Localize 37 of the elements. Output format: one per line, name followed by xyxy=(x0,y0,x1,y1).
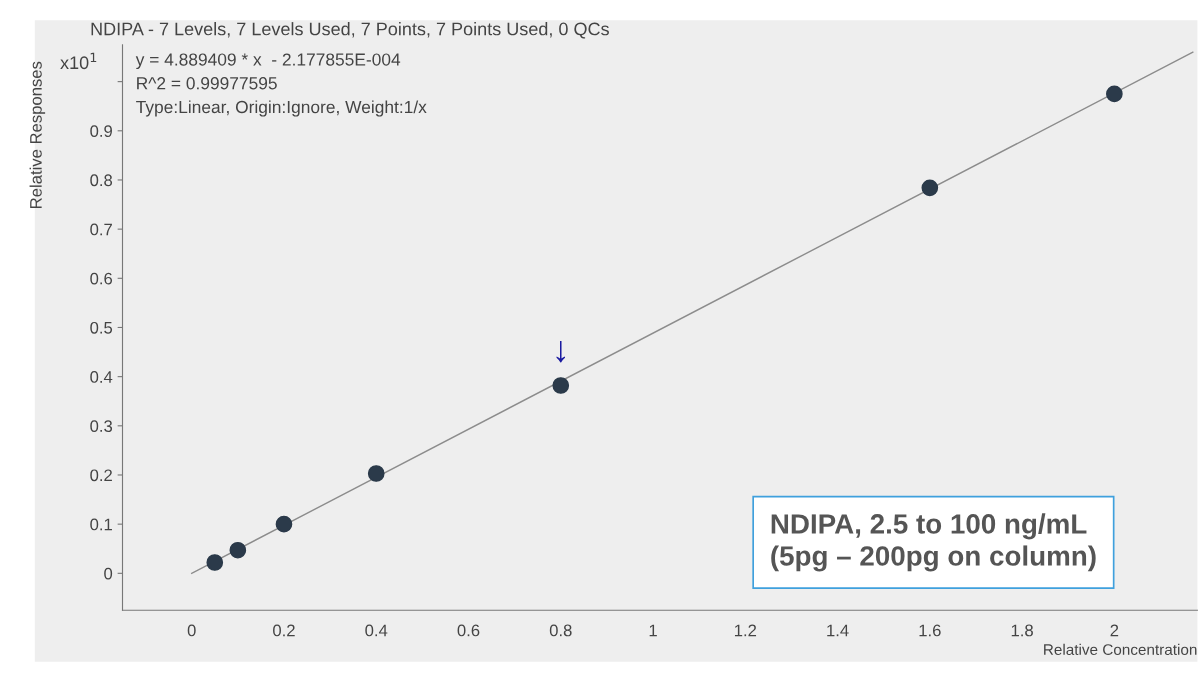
x-tick-label: 0.4 xyxy=(365,624,388,637)
annotation: R^2 = 0.99977595 xyxy=(137,77,277,90)
y-tick-label: 0.4 xyxy=(90,371,113,383)
y-tick-label: 0.6 xyxy=(90,272,113,285)
y-tick-label: 0.1 xyxy=(90,518,112,531)
x-tick-label: 2 xyxy=(1110,624,1119,637)
x-tick-label: 1.8 xyxy=(1011,624,1033,637)
y-axis-title: Relative Responses xyxy=(29,61,46,208)
point xyxy=(1106,85,1123,103)
x-tick-label: 0.6 xyxy=(457,624,480,637)
x-tick-label: 0.8 xyxy=(549,624,572,637)
annotation: Type:Linear, Origin:Ignore, Weight:1/x xyxy=(136,100,427,117)
x-tick-label: 1.4 xyxy=(827,624,849,637)
y-tick-label: 0.7 xyxy=(90,223,112,236)
x-tick-label: 0.2 xyxy=(273,624,295,637)
annotation: y = 4.889409 * x - 2.177855E-004 xyxy=(135,53,401,70)
x-tick-label: 1 xyxy=(649,624,657,637)
chart-title: NDIPA - 7 Levels, 7 Levels Used, 7 Points, 7 Points Used, 0 QCs xyxy=(91,22,609,39)
point xyxy=(921,179,939,197)
point xyxy=(367,465,385,482)
y-tick-label: 0.5 xyxy=(90,321,113,334)
x-tick-label: 1.2 xyxy=(734,624,757,637)
point xyxy=(206,554,224,571)
y-tick-label: 0 xyxy=(104,567,113,580)
x-axis-title: Relative Concentration xyxy=(1044,643,1197,656)
y-tick-label: 0.9 xyxy=(90,125,112,137)
point xyxy=(229,541,247,559)
annotation: NDIPA, 2.5 to 100 ng/mL (5pg – 200pg on column) xyxy=(771,513,1096,572)
y-tick-label: 0.8 xyxy=(90,174,113,187)
point xyxy=(275,515,293,533)
y-tick-label: 0.2 xyxy=(90,469,112,482)
x-tick-label: 1.6 xyxy=(919,624,941,637)
point xyxy=(552,377,570,394)
text: x10$^{1}$ xyxy=(60,52,97,70)
annotation: ↓ xyxy=(556,341,565,363)
y-tick-label: 0.3 xyxy=(90,420,113,433)
x-tick-label: 0 xyxy=(187,624,196,637)
